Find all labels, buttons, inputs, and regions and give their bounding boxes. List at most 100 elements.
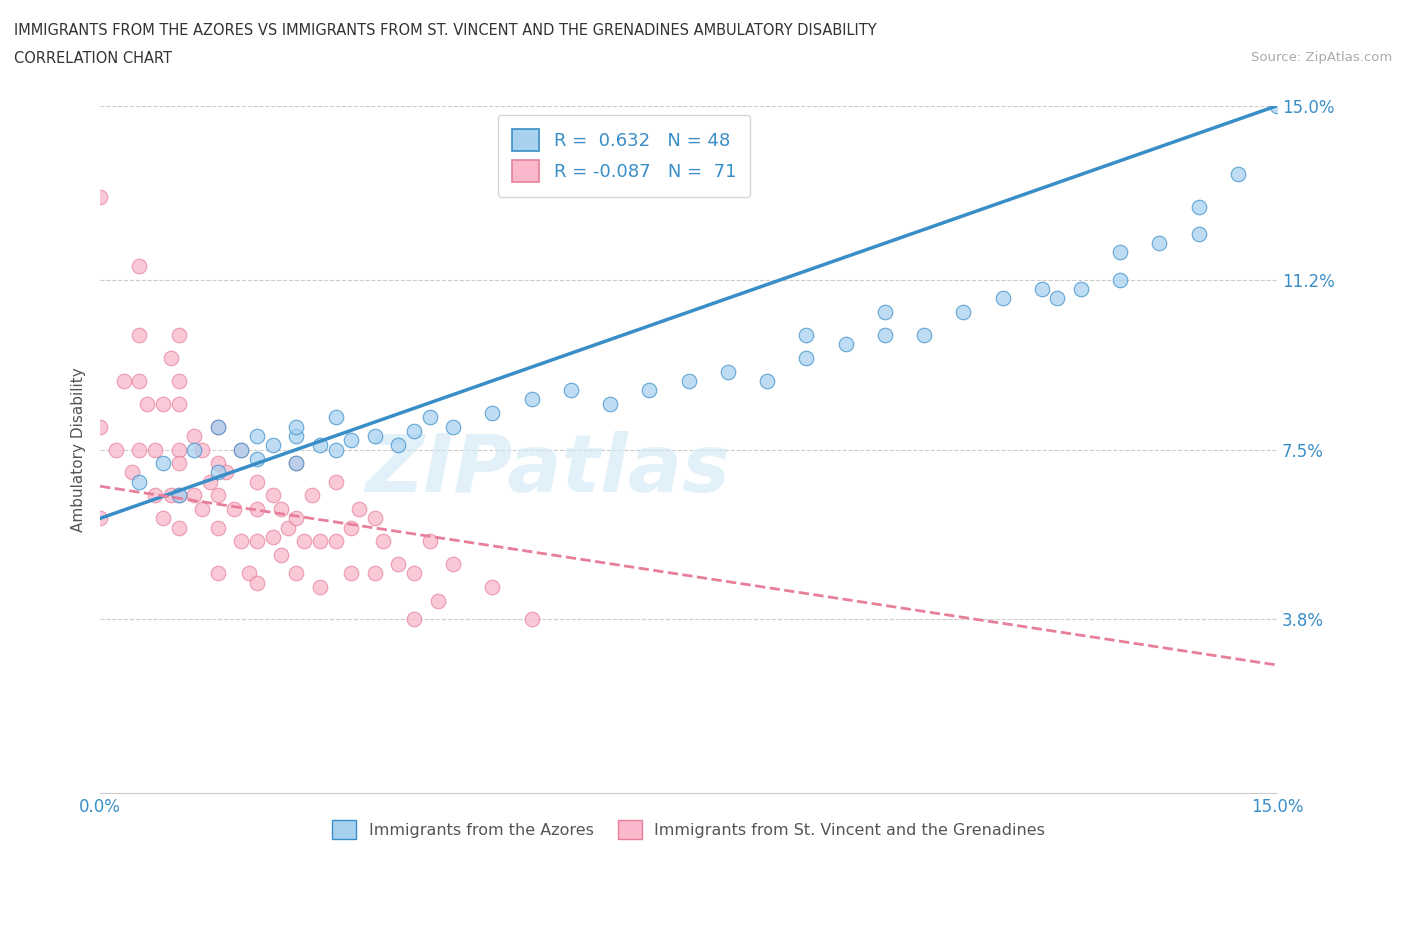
Point (167, 442, 190, 457)
Point (207, 456, 229, 471)
Point (89, 190, 111, 205)
Point (419, 410, 441, 425)
Point (104, 442, 127, 457)
Point (89, 419, 111, 434)
Point (1031, 282, 1053, 297)
Point (128, 442, 150, 457)
Point (270, 501, 292, 516)
Point (143, 442, 166, 457)
Point (325, 442, 347, 457)
Point (481, 405, 503, 420)
Point (481, 579, 503, 594)
Point (364, 566, 387, 581)
Point (231, 442, 253, 457)
Point (520, 392, 543, 406)
Point (364, 429, 387, 444)
Point (520, 612, 543, 627)
Point (285, 456, 308, 471)
Point (873, 305, 896, 320)
Point (262, 437, 284, 452)
Point (207, 566, 229, 581)
Point (441, 557, 464, 572)
Point (231, 534, 253, 549)
Point (638, 382, 661, 397)
Point (285, 456, 308, 471)
Point (167, 456, 190, 471)
Point (340, 566, 363, 581)
Point (1188, 227, 1211, 242)
Point (128, 373, 150, 388)
Point (347, 501, 370, 516)
Point (1070, 282, 1092, 297)
Point (912, 327, 935, 342)
Point (1188, 199, 1211, 214)
Point (246, 429, 269, 444)
Point (756, 373, 779, 388)
Point (152, 396, 174, 411)
Point (191, 442, 214, 457)
Point (198, 474, 221, 489)
Point (207, 419, 229, 434)
Point (167, 373, 190, 388)
Point (1109, 272, 1132, 287)
Point (991, 291, 1014, 306)
Point (167, 396, 190, 411)
Point (1265, 99, 1288, 113)
Point (308, 579, 330, 594)
Point (308, 437, 330, 452)
Point (128, 474, 150, 489)
Point (308, 534, 330, 549)
Point (167, 488, 190, 503)
Point (952, 305, 974, 320)
Point (207, 465, 229, 480)
Point (599, 396, 621, 411)
Point (246, 501, 269, 516)
Point (167, 327, 190, 342)
Point (419, 534, 441, 549)
Point (292, 534, 315, 549)
Point (89, 511, 111, 525)
Point (340, 520, 363, 535)
Point (231, 442, 253, 457)
Point (128, 327, 150, 342)
Point (152, 456, 174, 471)
Point (1149, 236, 1171, 251)
Point (285, 566, 308, 581)
Point (325, 410, 347, 425)
Point (794, 327, 817, 342)
Point (678, 373, 700, 388)
Point (834, 337, 856, 352)
Point (152, 511, 174, 525)
Y-axis label: Ambulatory Disability: Ambulatory Disability (72, 367, 86, 532)
Point (246, 451, 269, 466)
Point (387, 437, 409, 452)
Point (325, 534, 347, 549)
Point (112, 373, 135, 388)
Point (262, 529, 284, 544)
Point (183, 442, 205, 457)
Text: Source: ZipAtlas.com: Source: ZipAtlas.com (1251, 51, 1392, 64)
Point (285, 511, 308, 525)
Point (285, 429, 308, 444)
Point (387, 557, 409, 572)
Text: IMMIGRANTS FROM THE AZORES VS IMMIGRANTS FROM ST. VINCENT AND THE GRENADINES AMB: IMMIGRANTS FROM THE AZORES VS IMMIGRANTS… (14, 23, 877, 38)
Point (222, 501, 245, 516)
Point (270, 548, 292, 563)
Point (128, 259, 150, 273)
Point (207, 520, 229, 535)
Point (371, 534, 394, 549)
Point (402, 424, 425, 439)
Point (794, 351, 817, 365)
Point (1046, 291, 1069, 306)
Point (207, 419, 229, 434)
Text: CORRELATION CHART: CORRELATION CHART (14, 51, 172, 66)
Point (364, 511, 387, 525)
Point (238, 566, 260, 581)
Point (426, 593, 449, 608)
Point (340, 433, 363, 448)
Point (167, 520, 190, 535)
Text: ZIPatlas: ZIPatlas (366, 432, 730, 510)
Point (1226, 167, 1249, 182)
Point (143, 488, 166, 503)
Point (246, 575, 269, 590)
